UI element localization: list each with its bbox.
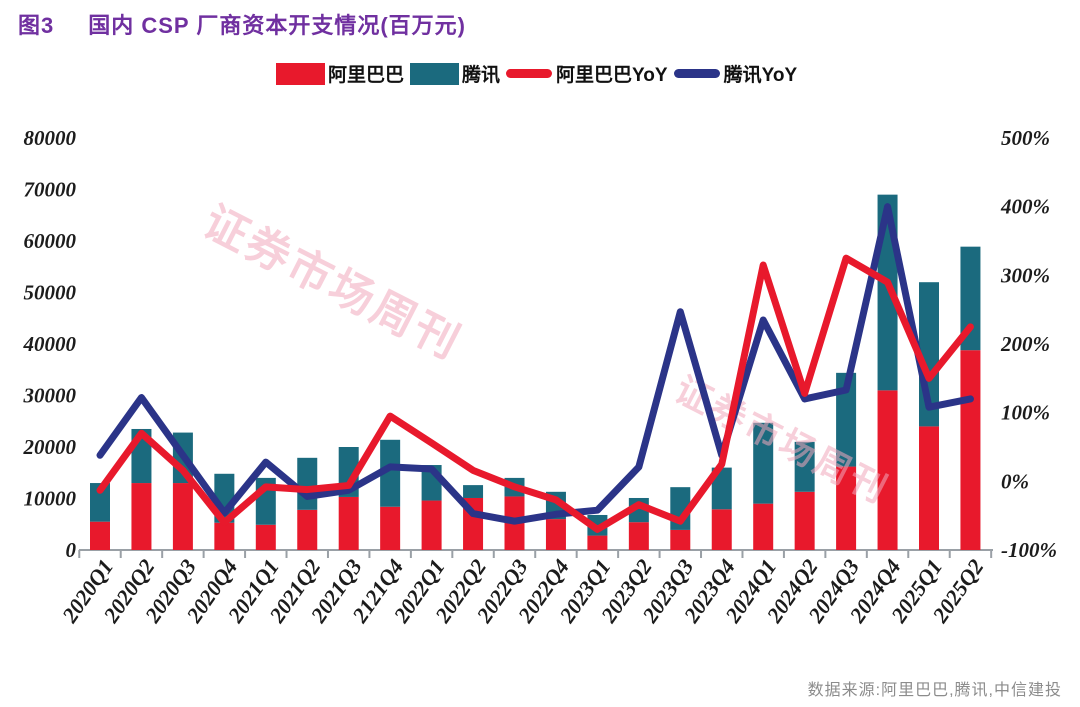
bar-alibaba — [545, 519, 566, 550]
legend-item-tencent-yoy: 腾讯YoY — [673, 60, 798, 87]
left-axis-tick-label: 40000 — [23, 332, 77, 356]
bar-alibaba — [670, 529, 691, 550]
right-axis-tick-label: 0% — [1001, 469, 1029, 493]
bar-alibaba — [628, 522, 649, 550]
left-axis-tick-label: 20000 — [23, 435, 77, 459]
line-alibaba-yoy — [96, 254, 974, 533]
left-axis-tick-label: 50000 — [24, 281, 77, 305]
chart-legend: 阿里巴巴 腾讯 阿里巴巴YoY 腾讯YoY — [276, 60, 803, 87]
legend-alibaba-swatch-bar — [276, 62, 325, 85]
bar-tencent — [297, 457, 318, 510]
bar-alibaba — [960, 350, 981, 550]
right-axis-tick-label: 400% — [1000, 195, 1050, 219]
bar-tencent — [836, 372, 857, 467]
bar-alibaba — [877, 390, 898, 550]
bar-alibaba — [255, 524, 276, 550]
left-axis-tick-label: 0 — [66, 538, 77, 562]
watermark-text: 证券市场周刊 — [195, 197, 469, 369]
left-axis-tick-label: 30000 — [23, 384, 77, 408]
bar-alibaba — [172, 483, 193, 550]
legend-tencent-yoy-swatch-line — [673, 69, 720, 78]
source-note: 数据来源:阿里巴巴,腾讯,中信建投 — [807, 682, 1062, 699]
bar-alibaba — [794, 491, 815, 550]
bar-alibaba — [297, 509, 318, 550]
figure-label: 图3 — [18, 13, 55, 38]
bar-alibaba — [919, 426, 939, 550]
bar-alibaba — [90, 521, 110, 550]
right-axis-tick-label: -100% — [1001, 538, 1057, 562]
bar-tencent — [960, 246, 981, 351]
bar-alibaba — [421, 500, 442, 550]
left-axis-tick-label: 70000 — [24, 178, 77, 202]
legend-item-alibaba-yoy: 阿里巴巴YoY — [506, 60, 668, 87]
legend-alibaba-label: 阿里巴巴 — [328, 65, 405, 86]
left-axis-tick-label: 10000 — [24, 487, 77, 511]
bar-tencent — [753, 422, 774, 504]
legend-item-tencent: 腾讯 — [410, 60, 500, 87]
legend-tencent-yoy-label: 腾讯YoY — [723, 65, 798, 86]
right-axis-tick-label: 300% — [1000, 263, 1050, 287]
bar-tencent — [794, 441, 815, 492]
left-axis-tick-label: 60000 — [24, 229, 77, 253]
bar-alibaba — [131, 483, 152, 550]
bar-alibaba — [338, 496, 359, 550]
bar-alibaba — [380, 506, 401, 550]
bar-tencent — [90, 483, 110, 522]
legend-alibaba-yoy-swatch-line — [506, 69, 553, 78]
figure-title-text: 国内 CSP 厂商资本开支情况(百万元) — [88, 13, 466, 38]
bar-alibaba — [836, 466, 857, 550]
bar-alibaba — [711, 509, 732, 550]
right-axis-tick-label: 100% — [1001, 401, 1050, 425]
legend-item-alibaba: 阿里巴巴 — [276, 60, 404, 87]
legend-tencent-label: 腾讯 — [462, 65, 501, 86]
bar-tencent — [380, 439, 401, 507]
left-axis-tick-label: 80000 — [24, 126, 77, 150]
line-tencent-yoy — [96, 203, 974, 525]
bar-tencent — [711, 467, 732, 510]
legend-alibaba-yoy-label: 阿里巴巴YoY — [556, 65, 668, 86]
figure-title: 图3 国内 CSP 厂商资本开支情况(百万元) — [18, 8, 466, 40]
bar-alibaba — [587, 535, 608, 550]
bar-tencent — [463, 485, 484, 498]
right-axis-tick-label: 500% — [1001, 126, 1050, 150]
legend-tencent-swatch-bar — [410, 62, 460, 85]
bar-alibaba — [753, 503, 774, 550]
bar-alibaba — [214, 522, 235, 550]
right-axis-tick-label: 200% — [1000, 332, 1050, 356]
